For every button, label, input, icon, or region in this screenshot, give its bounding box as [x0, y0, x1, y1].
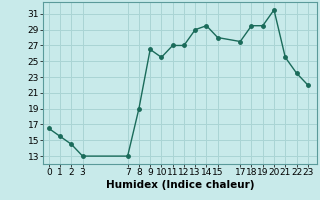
X-axis label: Humidex (Indice chaleur): Humidex (Indice chaleur): [106, 180, 254, 190]
